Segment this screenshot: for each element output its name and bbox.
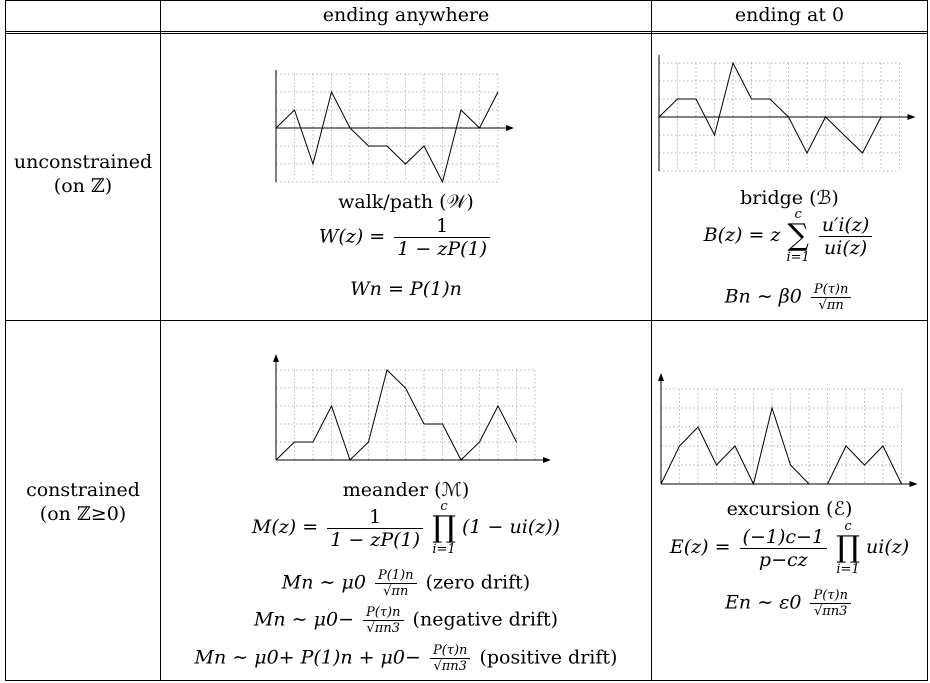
meander-asymptotic-negative-drift: Mn ∼ μ0− P(τ)n √πn3 (negative drift) bbox=[253, 605, 559, 636]
lattice-path bbox=[658, 61, 882, 155]
x-axis-arrow bbox=[506, 125, 514, 131]
bridge-caption: bridge (ℬ) bbox=[740, 187, 839, 209]
walk-diagram bbox=[275, 70, 514, 184]
x-axis-arrow bbox=[543, 457, 550, 463]
bridge-generating-function: B(z) = z c ∑ i=1 u′i(z) ui(z) bbox=[652, 208, 927, 264]
row-label-constrained: constrained (on ℤ≥0) bbox=[26, 479, 140, 525]
walk-caption: walk/path (𝒲) bbox=[338, 191, 474, 213]
meander-asymptotic-zero-drift: Mn ∼ μ0 P(1)n √πn (zero drift) bbox=[281, 568, 531, 599]
y-axis-arrow bbox=[658, 373, 664, 381]
excursion-diagram bbox=[658, 373, 918, 487]
y-axis-arrow bbox=[273, 354, 279, 362]
bridge-asymptotic: Bn ∼ β0 P(τ)n √πn bbox=[652, 282, 927, 313]
x-axis-arrow bbox=[907, 114, 916, 120]
excursion-generating-function: E(z) = (−1)c−1 p−cz c ∏ i=1 ui(z) bbox=[669, 519, 910, 577]
header-ending-anywhere: ending anywhere bbox=[322, 4, 490, 26]
diag-meander-grid bbox=[275, 369, 536, 461]
lattice-path bbox=[660, 406, 902, 486]
excursion-caption: excursion (ℰ) bbox=[726, 498, 853, 520]
lattice-path bbox=[275, 90, 499, 184]
header-ending-at-zero: ending at 0 bbox=[734, 4, 845, 26]
row-label-unconstrained: unconstrained (on ℤ) bbox=[13, 151, 153, 197]
walk-asymptotic: Wn = P(1)n bbox=[350, 278, 462, 300]
x-axis-arrow bbox=[909, 481, 918, 487]
bridge-diagram bbox=[658, 55, 916, 172]
meander-asymptotic-positive-drift: Mn ∼ μ0+ P(1)n + μ0− P(τ)n √πn3 (positive… bbox=[194, 643, 618, 674]
meander-diagram bbox=[273, 354, 550, 463]
excursion-asymptotic: En ∼ ε0 P(τ)n √πn3 bbox=[652, 588, 927, 619]
lattice-path bbox=[275, 369, 517, 461]
meander-caption: meander (ℳ) bbox=[342, 479, 470, 501]
